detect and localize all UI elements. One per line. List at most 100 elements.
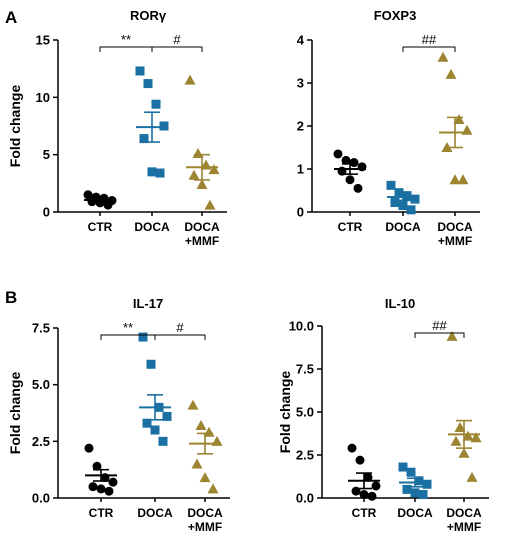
- x-tick-label: CTR: [352, 506, 377, 520]
- data-point: [143, 79, 153, 89]
- y-axis-title: Fold change: [277, 371, 293, 454]
- data-point: [453, 114, 465, 125]
- data-point: [402, 484, 412, 494]
- x-tick-label: CTR: [338, 220, 363, 234]
- x-tick-label-line: DOCA: [187, 506, 223, 520]
- y-tick-label: 0: [297, 205, 304, 220]
- x-tick-label-line: +MMF: [438, 234, 472, 248]
- data-point: [333, 149, 343, 159]
- data-point: [394, 188, 404, 198]
- y-tick-label: 2.5: [296, 448, 314, 463]
- y-axis-title: Fold change: [7, 372, 23, 455]
- data-point: [162, 411, 172, 421]
- data-point: [462, 430, 474, 441]
- y-tick-label: 10.0: [289, 319, 314, 334]
- data-point: [410, 194, 420, 204]
- data-point: [359, 490, 369, 500]
- data-point: [457, 174, 469, 185]
- chart-title: IL-10: [385, 296, 415, 311]
- x-tick-label-line: DOCA: [397, 506, 433, 520]
- data-point: [449, 174, 461, 185]
- data-point: [199, 472, 211, 483]
- data-point: [150, 425, 160, 435]
- x-tick-label-line: DOCA: [437, 220, 473, 234]
- y-tick-label: 4: [297, 33, 305, 48]
- data-point: [386, 180, 396, 190]
- significance-bracket: [414, 332, 465, 338]
- significance-bracket: [99, 46, 153, 52]
- data-point: [371, 481, 381, 491]
- data-point: [406, 205, 416, 215]
- significance-bracket: [402, 46, 456, 52]
- data-point: [345, 175, 355, 185]
- data-point: [159, 121, 169, 131]
- x-tick-label: DOCA +MMF: [437, 220, 473, 248]
- data-point: [204, 199, 216, 210]
- data-point: [367, 491, 377, 501]
- x-tick-label-line: DOCA: [385, 220, 421, 234]
- data-point: [446, 330, 458, 341]
- data-point: [92, 461, 102, 471]
- x-tick-label-line: +MMF: [185, 234, 219, 248]
- chart-title: IL-17: [133, 296, 163, 311]
- data-point: [135, 66, 145, 76]
- x-tick-label-line: CTR: [352, 506, 377, 520]
- x-tick-label: CTR: [89, 506, 114, 520]
- panel-label-a: A: [5, 8, 18, 27]
- x-tick-label: DOCA: [137, 506, 173, 520]
- x-tick-label: DOCA: [385, 220, 421, 234]
- y-tick-label: 7.5: [296, 362, 314, 377]
- data-point: [349, 158, 359, 168]
- significance-label: **: [123, 320, 133, 335]
- y-tick-label: 3: [297, 76, 304, 91]
- x-tick-label-line: CTR: [88, 220, 113, 234]
- data-point: [84, 443, 94, 453]
- significance-label: ##: [422, 32, 437, 47]
- x-tick-label-line: DOCA: [446, 506, 482, 520]
- data-point: [139, 134, 149, 144]
- y-tick-label: 2: [297, 119, 304, 134]
- x-tick-label: DOCA: [397, 506, 433, 520]
- data-point: [363, 472, 373, 482]
- x-tick-label: DOCA +MMF: [446, 506, 482, 534]
- data-point: [147, 167, 157, 177]
- data-point: [341, 155, 351, 165]
- data-point: [450, 435, 462, 446]
- significance-label: ##: [432, 318, 447, 333]
- data-point: [151, 99, 161, 109]
- x-tick-label-line: DOCA: [134, 220, 170, 234]
- data-point: [454, 421, 466, 432]
- data-point: [445, 68, 457, 79]
- data-point: [466, 471, 478, 482]
- data-point: [355, 455, 365, 465]
- data-point: [458, 447, 470, 458]
- y-tick-label: 5.0: [296, 405, 314, 420]
- panel-label-b: B: [5, 288, 18, 307]
- data-point: [88, 482, 98, 492]
- data-point: [195, 419, 207, 430]
- significance-label: #: [176, 320, 184, 335]
- data-point: [390, 198, 400, 208]
- y-tick-label: 0.0: [32, 491, 50, 506]
- data-point: [104, 486, 114, 496]
- data-point: [158, 436, 168, 446]
- data-point: [83, 190, 93, 200]
- y-tick-label: 0.0: [296, 491, 314, 506]
- y-tick-label: 5: [43, 147, 50, 162]
- data-point: [196, 178, 208, 189]
- y-tick-label: 10: [36, 90, 50, 105]
- data-point: [353, 183, 363, 193]
- data-point: [470, 432, 482, 443]
- data-point: [418, 490, 428, 500]
- data-point: [402, 191, 412, 201]
- x-tick-label-line: CTR: [89, 506, 114, 520]
- y-tick-label: 7.5: [32, 321, 50, 336]
- x-tick-label-line: CTR: [338, 220, 363, 234]
- y-tick-label: 5.0: [32, 377, 50, 392]
- significance-bracket: [151, 46, 203, 52]
